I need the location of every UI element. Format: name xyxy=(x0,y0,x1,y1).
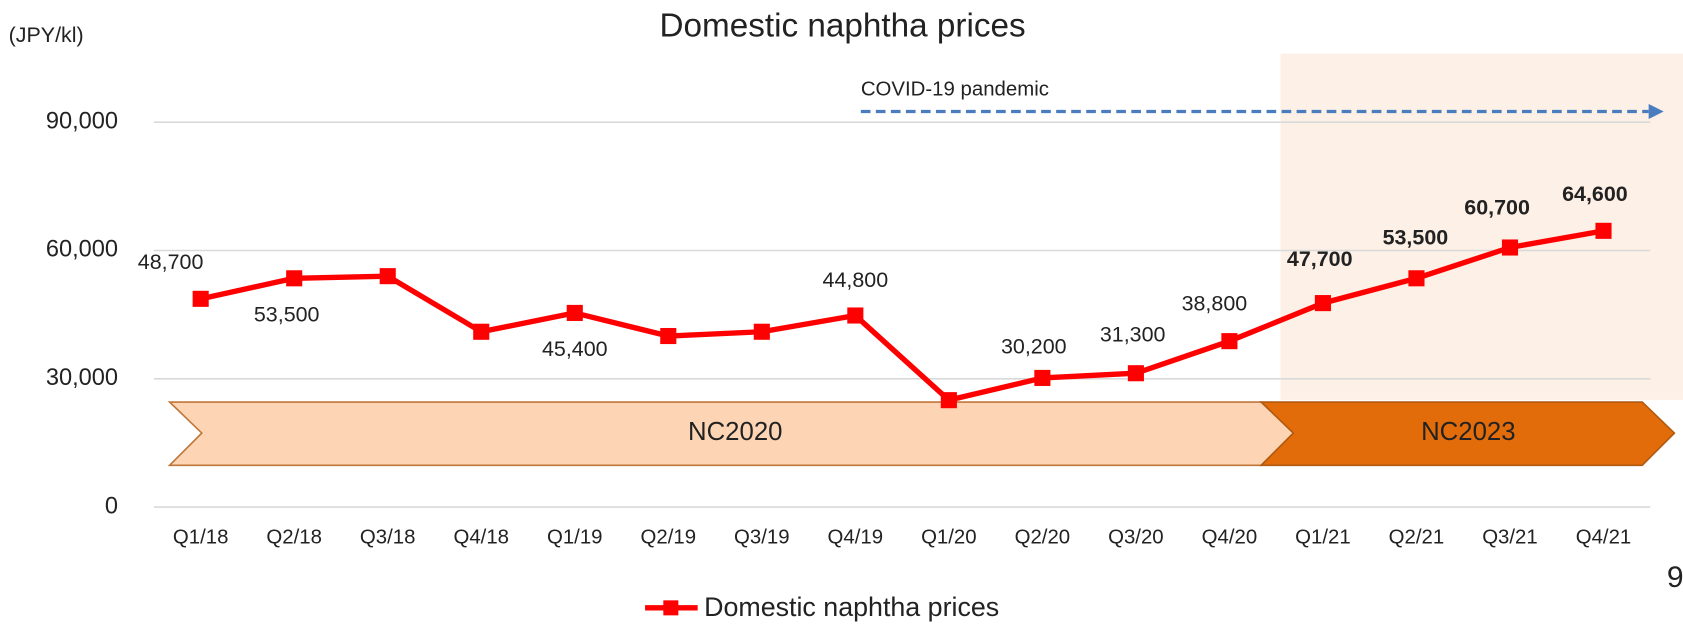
data-label: 53,500 xyxy=(1383,225,1449,249)
highlight-region xyxy=(1280,53,1683,400)
annotation: COVID-19 pandemic xyxy=(861,78,1049,100)
point xyxy=(1314,295,1331,312)
x-tick-label: Q1/20 xyxy=(921,527,977,549)
legend-label: Domestic naphtha prices xyxy=(704,592,999,622)
y-tick-label: 90,000 xyxy=(46,107,118,133)
arrow-head xyxy=(1648,103,1664,119)
point xyxy=(753,323,770,340)
data-label: 30,200 xyxy=(1001,335,1067,359)
x-tick-label: Q1/18 xyxy=(173,527,229,549)
point xyxy=(1221,333,1238,350)
point xyxy=(286,270,303,287)
x-tick-label: Q2/19 xyxy=(641,527,697,549)
x-tick-label: Q3/18 xyxy=(360,527,416,549)
point xyxy=(379,268,396,285)
x-tick-label: Q2/20 xyxy=(1015,527,1071,549)
page-number: 9 xyxy=(1667,561,1683,594)
y-axis-label: (JPY/kl) xyxy=(9,23,84,47)
x-tick-label: Q2/18 xyxy=(266,527,322,549)
point xyxy=(940,392,957,409)
x-tick-label: Q4/19 xyxy=(828,527,884,549)
x-tick-label: Q4/20 xyxy=(1202,527,1258,549)
x-tick-label: Q2/21 xyxy=(1389,527,1445,549)
y-tick-label: 60,000 xyxy=(46,236,118,262)
point xyxy=(1408,270,1425,287)
data-label: 45,400 xyxy=(542,337,608,361)
data-label: 31,300 xyxy=(1100,322,1166,346)
series-line xyxy=(200,228,1604,403)
y-tick-label: 30,000 xyxy=(46,364,118,390)
chart-title: Domestic naphtha prices xyxy=(659,8,1025,45)
phase-nc2023 xyxy=(1259,401,1676,467)
data-label: 48,700 xyxy=(138,250,204,274)
y-tick-label: 0 xyxy=(105,492,118,518)
data-label: 64,600 xyxy=(1562,182,1628,206)
point xyxy=(473,323,490,340)
data-label: 53,500 xyxy=(254,302,320,326)
x-tick-label: Q1/19 xyxy=(547,527,603,549)
data-label: 60,700 xyxy=(1464,196,1530,220)
point xyxy=(192,290,209,307)
x-tick-label: Q3/20 xyxy=(1108,527,1164,549)
data-label: 44,800 xyxy=(823,268,889,292)
point xyxy=(566,304,583,321)
legend-marker xyxy=(663,600,679,616)
x-tick-label: Q1/21 xyxy=(1295,527,1351,549)
point xyxy=(1034,369,1051,386)
x-tick-label: Q3/21 xyxy=(1482,527,1538,549)
point xyxy=(660,327,677,345)
x-tick-label: Q3/19 xyxy=(734,527,790,549)
data-label: 47,700 xyxy=(1287,247,1353,271)
phase-label: NC2023 xyxy=(1421,418,1515,446)
point xyxy=(1501,239,1519,256)
x-tick-label: Q4/21 xyxy=(1576,527,1632,549)
point xyxy=(1127,365,1144,382)
phase-label: NC2020 xyxy=(688,418,782,446)
x-tick-label: Q4/18 xyxy=(453,527,509,549)
data-label: 38,800 xyxy=(1182,291,1248,315)
point xyxy=(1595,222,1612,239)
point xyxy=(847,307,864,324)
